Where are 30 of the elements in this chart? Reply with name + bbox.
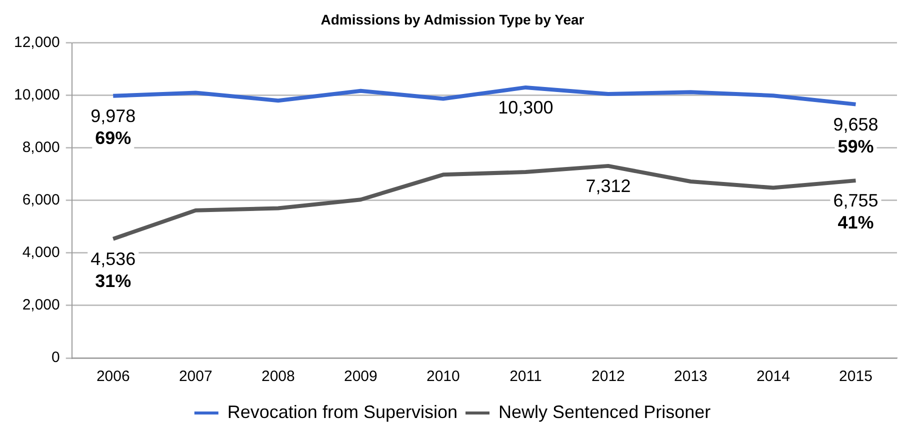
annotation: 41%	[838, 212, 874, 233]
y-tick-label: 12,000	[14, 34, 60, 51]
x-tick-label: 2008	[261, 368, 295, 386]
x-tick-label: 2006	[96, 368, 130, 386]
data-label: 9,978	[90, 106, 136, 126]
y-tick-label: 10,000	[14, 86, 60, 104]
x-tick-label: 2012	[592, 368, 625, 386]
x-tick-label: 2007	[178, 368, 212, 386]
x-tick-label: 2009	[344, 368, 378, 386]
y-tick-label: 2,000	[22, 296, 60, 314]
legend-label: Revocation from Supervision	[227, 402, 458, 422]
x-tick-label: 2013	[674, 368, 708, 386]
data-label: 9,658	[833, 114, 878, 134]
chart-title: Admissions by Admission Type by Year	[320, 11, 585, 28]
x-tick-label: 2011	[510, 368, 542, 386]
y-tick-label: 0	[52, 349, 60, 366]
annotation: 59%	[838, 136, 874, 156]
annotation: 69%	[95, 128, 132, 148]
y-tick-label: 4,000	[22, 244, 60, 262]
x-tick-label: 2010	[426, 368, 460, 386]
data-label: 6,755	[833, 190, 878, 211]
data-label: 4,536	[90, 248, 136, 269]
data-label: 10,300	[498, 97, 554, 118]
y-tick-label: 8,000	[22, 139, 60, 156]
x-tick-label: 2015	[839, 368, 872, 386]
data-label: 7,312	[586, 176, 631, 196]
annotation: 31%	[95, 270, 132, 291]
y-tick-label: 6,000	[22, 192, 60, 209]
legend-label: Newly Sentenced Prisoner	[498, 402, 711, 422]
x-tick-label: 2014	[756, 368, 790, 386]
